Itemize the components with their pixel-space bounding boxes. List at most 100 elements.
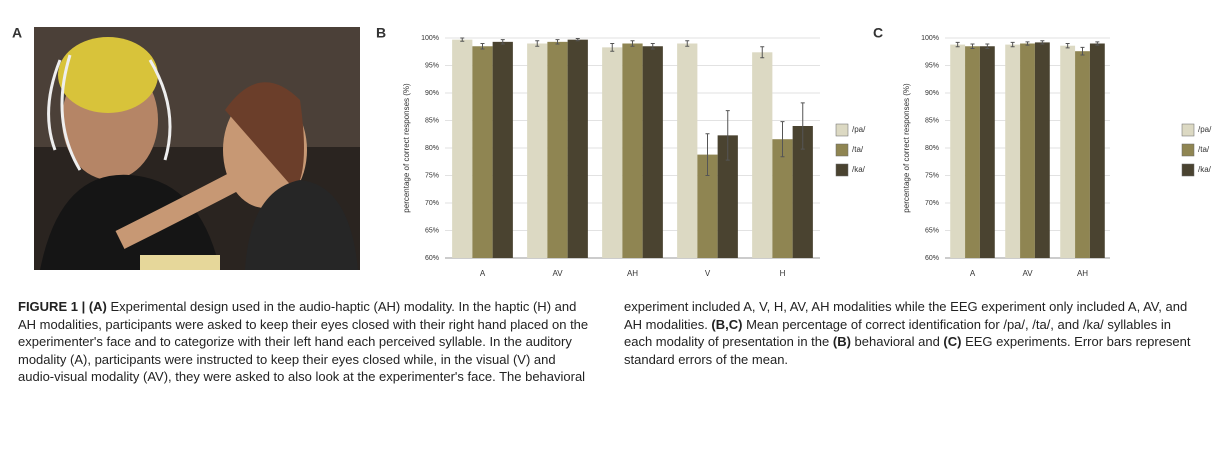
legend-swatch — [1181, 123, 1195, 137]
y-axis-title: percentage of correct responses (%) — [902, 83, 911, 213]
x-tick-label: V — [705, 269, 711, 278]
caption-text: Mean percentage of correct identificatio… — [624, 316, 1171, 350]
error-bar — [1010, 41, 1015, 48]
bar — [452, 39, 473, 259]
error-bar — [650, 43, 655, 50]
y-tick-label: 70% — [425, 200, 439, 207]
error-bar — [575, 38, 580, 42]
bar — [697, 154, 718, 258]
legend-label: /pa/ — [852, 125, 866, 134]
error-bar — [555, 39, 560, 45]
x-tick-label: AH — [1077, 269, 1088, 278]
error-bar — [760, 46, 765, 59]
figure: A B C 60% 65% 70% 75% 80% 85% 90% 95% 100% percen… — [12, 25, 1212, 278]
bar — [1075, 51, 1090, 259]
legend-label: /pa/ — [1198, 125, 1212, 134]
error-bar — [535, 40, 540, 47]
y-tick-label: 65% — [425, 227, 439, 234]
bar — [602, 47, 623, 258]
error-bar — [1040, 40, 1045, 45]
error-bar — [970, 43, 975, 49]
error-bar — [705, 133, 710, 176]
legend-label: /ka/ — [1198, 165, 1212, 174]
legend-label: /ka/ — [852, 165, 866, 174]
error-bar — [1025, 41, 1030, 46]
bar — [752, 52, 773, 258]
bar — [772, 139, 793, 258]
bar — [1060, 45, 1076, 259]
error-bar — [955, 41, 960, 48]
y-tick-label: 60% — [425, 255, 439, 262]
caption-text: (B) — [832, 334, 851, 350]
bar — [979, 46, 995, 258]
y-axis-title: percentage of correct responses (%) — [402, 83, 411, 213]
y-tick-label: 95% — [925, 62, 939, 69]
x-tick-label: A — [480, 269, 486, 278]
legend-label: /ta/ — [1198, 145, 1210, 154]
error-bar — [1065, 43, 1070, 49]
bar — [527, 43, 548, 258]
error-bar — [985, 43, 990, 49]
error-bar — [460, 37, 465, 42]
y-tick-label: 100% — [921, 35, 939, 42]
y-tick-label: 95% — [425, 62, 439, 69]
x-tick-label: AV — [1022, 269, 1033, 278]
error-bar — [610, 43, 615, 52]
bar — [950, 44, 966, 258]
x-tick-label: A — [970, 269, 976, 278]
caption-text: behavioral and — [850, 334, 944, 350]
error-bar — [500, 39, 505, 45]
y-tick-label: 85% — [925, 117, 939, 124]
error-bar — [1080, 46, 1085, 56]
x-tick-label: AV — [552, 269, 563, 278]
bar — [547, 41, 568, 258]
x-tick-label: AH — [627, 269, 638, 278]
legend-swatch — [1181, 163, 1195, 177]
bar — [965, 46, 980, 258]
y-tick-label: 75% — [925, 172, 939, 179]
panel-label: C — [873, 25, 883, 41]
y-tick-label: 90% — [925, 90, 939, 97]
legend-swatch — [835, 143, 849, 157]
y-tick-label: 85% — [425, 117, 439, 124]
error-bar — [685, 40, 690, 47]
error-bar — [780, 121, 785, 158]
x-tick-label: H — [780, 269, 786, 278]
caption-text: (C) — [943, 334, 962, 350]
caption-text: FIGURE 1 | (A) — [18, 299, 107, 314]
y-tick-label: 80% — [925, 145, 939, 152]
bar — [1034, 42, 1050, 259]
panel-label: B — [376, 25, 386, 41]
caption-text: Experimental design used in the audio-ha… — [18, 299, 1188, 385]
bar — [642, 46, 663, 258]
error-bar — [480, 43, 485, 50]
legend-label: /ta/ — [852, 145, 864, 154]
error-bar — [800, 102, 805, 150]
panel-label: A — [12, 25, 22, 41]
legend-swatch — [835, 123, 849, 137]
y-tick-label: 90% — [425, 90, 439, 97]
y-tick-label: 65% — [925, 227, 939, 234]
bar — [492, 41, 513, 258]
y-tick-label: 80% — [425, 145, 439, 152]
error-bar — [1095, 41, 1100, 46]
photo — [34, 27, 360, 270]
bar — [717, 135, 738, 258]
caption-text: (B,C) — [711, 316, 743, 332]
bar — [792, 126, 813, 258]
bar — [677, 43, 698, 258]
y-tick-label: 75% — [425, 172, 439, 179]
legend-swatch — [835, 163, 849, 177]
caption-text: EEG experiments. Error bars represent st… — [624, 334, 1191, 367]
bar — [1005, 44, 1021, 258]
y-tick-label: 100% — [421, 35, 439, 42]
error-bar — [630, 40, 635, 47]
bar — [622, 43, 643, 258]
bar — [1089, 43, 1105, 258]
caption: FIGURE 1 | (A) Experimental design used … — [18, 298, 1200, 446]
error-bar — [725, 110, 730, 161]
bar — [567, 39, 588, 259]
bar — [472, 46, 493, 258]
y-tick-label: 70% — [925, 200, 939, 207]
